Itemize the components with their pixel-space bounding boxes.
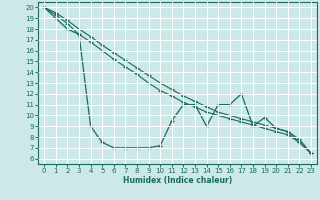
X-axis label: Humidex (Indice chaleur): Humidex (Indice chaleur): [123, 176, 232, 185]
